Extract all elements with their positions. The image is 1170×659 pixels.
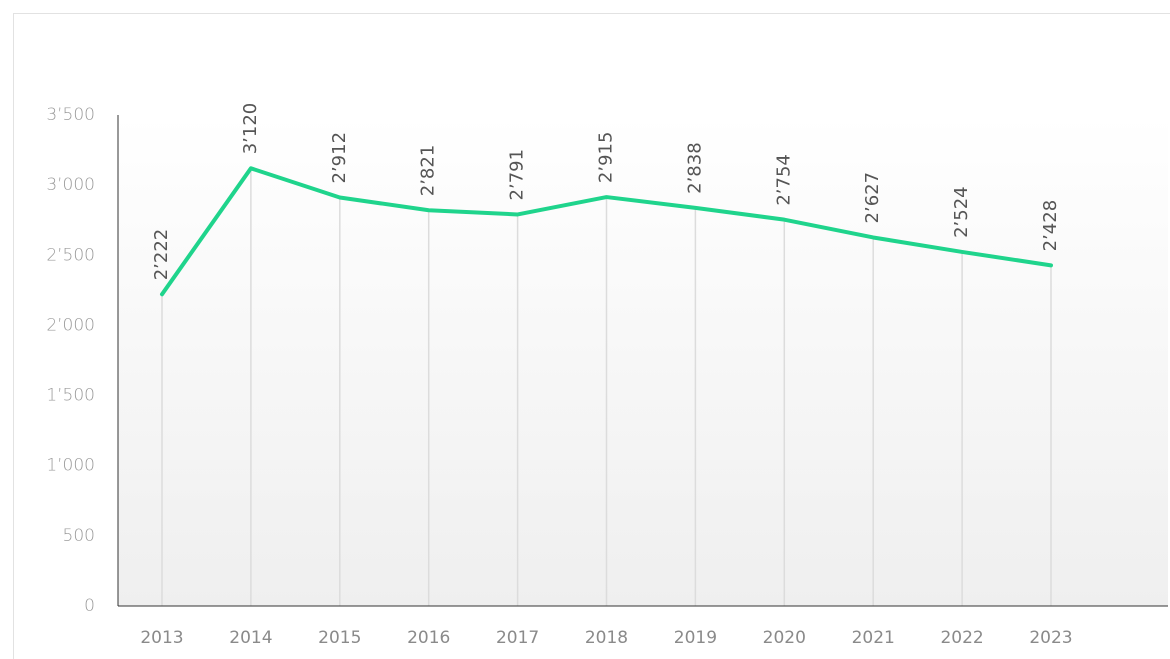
x-tick-label: 2014 <box>229 628 272 648</box>
data-label: 2’821 <box>418 145 439 197</box>
y-tick-label: 500 <box>63 526 95 546</box>
x-tick-label: 2021 <box>852 628 895 648</box>
y-tick-label: 2’000 <box>46 315 95 335</box>
x-tick-label: 2022 <box>940 628 983 648</box>
y-tick-label: 1’500 <box>46 386 95 406</box>
x-tick-label: 2023 <box>1029 628 1072 648</box>
data-label: 2’524 <box>951 186 972 238</box>
y-tick-label: 2’500 <box>46 245 95 265</box>
x-tick-label: 2013 <box>140 628 183 648</box>
y-tick-label: 0 <box>84 596 95 616</box>
plot-background <box>118 115 1168 606</box>
data-label: 3’120 <box>240 103 261 155</box>
data-label: 2’915 <box>596 132 617 184</box>
data-label: 2’791 <box>507 149 528 201</box>
y-tick-label: 3’500 <box>46 105 95 125</box>
data-label: 2’912 <box>329 132 350 184</box>
x-tick-label: 2019 <box>674 628 717 648</box>
x-tick-label: 2020 <box>763 628 806 648</box>
chart-border <box>13 13 1170 659</box>
x-tick-label: 2015 <box>318 628 361 648</box>
data-line <box>160 166 1053 297</box>
y-tick-label: 1’000 <box>46 456 95 476</box>
data-label: 2’222 <box>151 229 172 281</box>
y-tick-label: 3’000 <box>46 175 95 195</box>
data-label: 2’627 <box>862 172 883 224</box>
data-label: 2’838 <box>684 142 705 194</box>
data-label: 2’754 <box>773 154 794 206</box>
x-tick-label: 2017 <box>496 628 539 648</box>
x-tick-label: 2016 <box>407 628 450 648</box>
data-label: 2’428 <box>1040 200 1061 252</box>
x-tick-label: 2018 <box>585 628 628 648</box>
